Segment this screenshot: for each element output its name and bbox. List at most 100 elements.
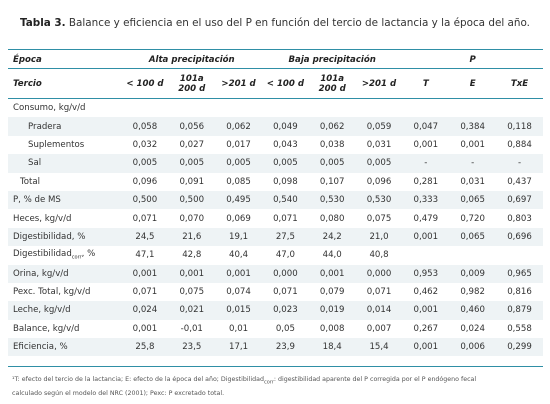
row-label-text: Sal	[28, 158, 42, 169]
table-cell: 47,1	[135, 250, 155, 261]
table-cell: 0,096	[366, 176, 392, 187]
row-label: Total	[8, 173, 122, 191]
table-cell	[262, 99, 309, 117]
table-row: Sal 0,005 0,005 0,005 0,005 0,005 0,005 - - -	[8, 154, 543, 173]
table-row: P, % de MS 0,500 0,500 0,495 0,540 0,530 0,530…	[8, 190, 543, 210]
row-label: Orina, kg/v/d	[8, 265, 122, 283]
table-cell: 44,0	[322, 250, 342, 261]
table-cell: 0,023	[273, 305, 298, 316]
table-cell: 0,079	[319, 287, 345, 298]
table-cell: 0,098	[273, 176, 298, 187]
table-cell: 0,500	[132, 195, 158, 206]
table-cell: 0,075	[179, 287, 205, 298]
table-cell: 0,096	[132, 176, 158, 187]
footnote-line-2: calculado según el modelo del NRC (2001)…	[12, 390, 225, 398]
table-cell: 0,803	[507, 213, 532, 224]
table-cell: -0,01	[180, 323, 203, 334]
table-cell: 0,982	[460, 287, 485, 298]
table-row: Leche, kg/v/d 0,024 0,021 0,015 0,023 0,019 0,…	[8, 301, 543, 320]
table-cell: 0,005	[319, 158, 345, 169]
table-cell: 0,479	[413, 213, 439, 224]
table-cell: 23,9	[275, 342, 295, 353]
table-cell: 0,001	[413, 305, 439, 316]
row-label-text: Pradera	[28, 121, 62, 132]
footnote-line-1a: ¹T: efecto del tercio de la lactancia; E…	[12, 376, 264, 383]
table-cell: 0,720	[460, 213, 485, 224]
table-cell: 19,1	[229, 231, 249, 242]
table-cell: 0,059	[366, 121, 392, 132]
row-label: Pradera	[8, 117, 122, 135]
table-cell: 0,071	[132, 287, 158, 298]
table-cell: 0,437	[507, 176, 532, 187]
row-label-sub: corr	[71, 255, 82, 262]
row-label-text: Suplementos	[28, 139, 85, 150]
table-body: Consumo, kg/v/d Pradera 0,058 0,056 0,062 0,0…	[8, 99, 543, 357]
table-cell: 0,001	[132, 268, 158, 279]
table-cell: 0,071	[273, 213, 298, 224]
table-cell: 0,015	[226, 305, 251, 316]
table-row: Suplementos 0,032 0,027 0,017 0,043 0,038 0,03…	[8, 136, 543, 154]
table-cell: 0,462	[413, 287, 439, 298]
table-row: Total 0,096 0,091 0,085 0,098 0,107 0,096 0,281…	[8, 173, 543, 191]
table-cell: 27,5	[275, 231, 295, 242]
table-cell: 0,001	[179, 268, 205, 279]
table-cell: 0,031	[460, 176, 485, 187]
row-label-suffix: , %	[81, 249, 96, 260]
table-cell: 0,019	[319, 305, 345, 316]
table-cell	[309, 99, 356, 117]
table-cell: 0,696	[507, 231, 532, 242]
table-cell: 0,031	[366, 139, 392, 150]
table-cell: 0,953	[413, 268, 439, 279]
table-cell: 0,058	[132, 121, 158, 132]
table-cell: 0,530	[366, 195, 392, 206]
table-cell: 0,884	[507, 139, 532, 150]
table-cell: 0,05	[275, 323, 295, 334]
header-col-line: 101a 200 d	[318, 74, 346, 94]
table-cell: 0,530	[319, 195, 345, 206]
table-cell: 0,005	[179, 158, 205, 169]
table-cell: 0,879	[507, 305, 532, 316]
header-alta-precipitacion: Alta precipitación	[148, 55, 235, 65]
table-cell: 0,085	[226, 176, 251, 187]
row-label-text: Pexc. Total, kg/v/d	[13, 287, 91, 298]
table-caption: Tabla 3. Balance y eficiencia en el uso …	[0, 17, 550, 29]
table-cell	[402, 99, 449, 117]
table-cell: 0,540	[273, 195, 298, 206]
table-cell: 0,070	[179, 213, 205, 224]
table-cell: 0,01	[229, 323, 249, 334]
table-cell	[402, 246, 449, 264]
table-cell: 0,024	[460, 323, 485, 334]
table-cell: 0,065	[460, 231, 485, 242]
table-cell: 21,0	[369, 231, 389, 242]
row-label-text: P, % de MS	[13, 195, 61, 206]
table-cell: 0,075	[366, 213, 392, 224]
header-col: 101a 200 d	[309, 70, 356, 99]
table-cell: 0,021	[179, 305, 205, 316]
table-cell: 0,043	[273, 139, 298, 150]
table-cell: 0,069	[226, 213, 251, 224]
table-cell: 0,017	[226, 139, 251, 150]
table-cell: 0,047	[413, 121, 439, 132]
header-col-line: 101a 200 d	[178, 74, 206, 94]
row-label-text: Leche, kg/v/d	[13, 305, 71, 316]
table-cell: 0,005	[366, 158, 392, 169]
table-cell: 47,0	[275, 250, 295, 261]
table-cell: 40,8	[369, 250, 389, 261]
table-cell: 0,001	[413, 231, 439, 242]
table-cell: 0,001	[132, 323, 158, 334]
top-rule	[8, 49, 543, 50]
table-cell: 0,460	[460, 305, 485, 316]
table-cell: 0,001	[413, 342, 439, 353]
table-cell: 0,333	[413, 195, 439, 206]
table-cell: 0,000	[366, 268, 392, 279]
table-cell	[449, 246, 496, 264]
row-label-text: Eficiencia, %	[13, 342, 68, 353]
header-epoca: Época	[13, 55, 42, 65]
row-label-text: Total	[20, 176, 41, 187]
table-cell: 42,8	[182, 250, 202, 261]
table-cell	[122, 99, 169, 117]
table-cell: 0,062	[319, 121, 345, 132]
table-cell: 0,965	[507, 268, 532, 279]
data-table: Época Alta precipitación Baja precipitac…	[8, 50, 543, 357]
